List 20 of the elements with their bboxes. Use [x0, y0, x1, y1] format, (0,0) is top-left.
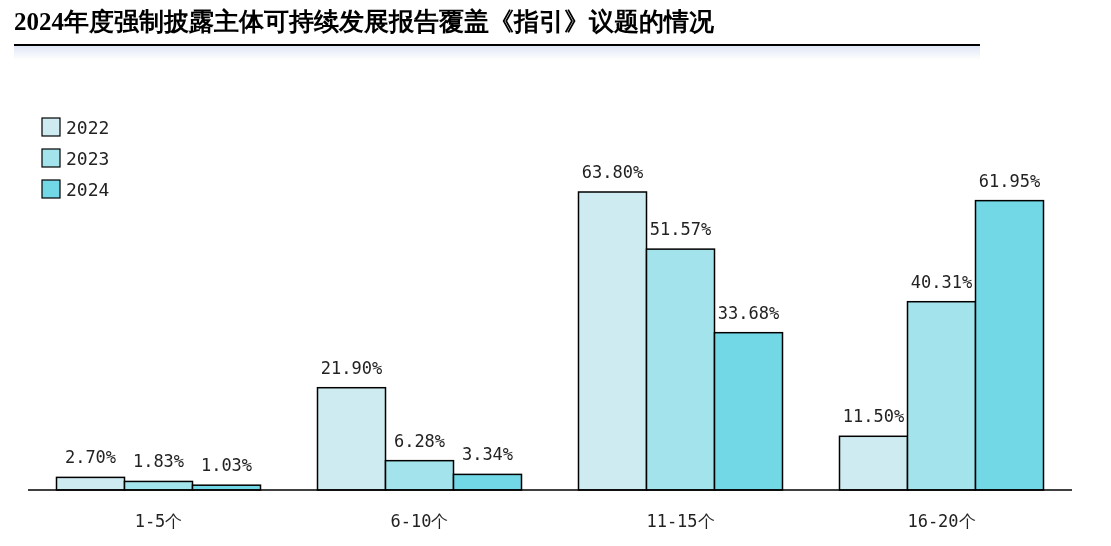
- data-label: 40.31%: [910, 271, 973, 292]
- data-label: 6.28%: [393, 430, 446, 451]
- legend-label: 2023: [66, 148, 110, 169]
- data-label: 3.34%: [461, 444, 514, 465]
- data-label: 1.83%: [132, 451, 185, 472]
- data-label: 1.03%: [200, 455, 253, 476]
- data-label: 11.50%: [842, 406, 905, 427]
- data-label: 33.68%: [717, 302, 780, 323]
- legend-label: 2024: [66, 179, 110, 200]
- legend-label: 2022: [66, 117, 110, 138]
- data-label: 63.80%: [581, 162, 644, 182]
- data-label: 21.90%: [320, 357, 383, 378]
- x-tick-label: 16-20个: [907, 511, 976, 531]
- data-label: 61.95%: [978, 170, 1041, 191]
- data-label: 2.70%: [64, 447, 117, 468]
- x-tick-label: 11-15个: [646, 511, 715, 531]
- data-label: 51.57%: [649, 219, 712, 240]
- chart-title: 2024年度强制披露主体可持续发展报告覆盖《指引》议题的情况: [14, 7, 715, 35]
- x-tick-label: 1-5个: [134, 511, 183, 531]
- x-tick-label: 6-10个: [390, 511, 449, 531]
